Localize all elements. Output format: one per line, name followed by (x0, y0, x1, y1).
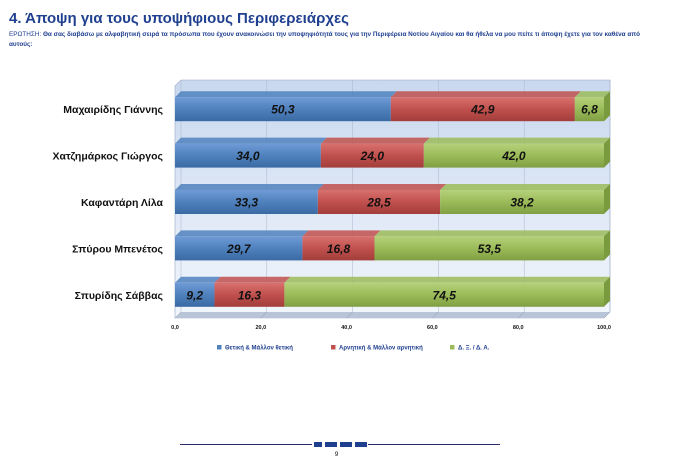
bar-top-face (390, 91, 581, 98)
bar-2-0 (574, 97, 604, 122)
stacked-bar-chart: 50,3 42,9 6,8 34,0 24,0 42,0 33,3 28,5 38,2 29,7 1… (53, 79, 611, 352)
category-label: Καφαντάρη Λίλα (81, 197, 164, 209)
bar-top-face (317, 184, 447, 190)
bar-1-2 (317, 190, 441, 214)
legend-swatch (217, 345, 222, 350)
legend-label: Δ. Ξ. / Δ. Α. (458, 346, 490, 352)
gridline-foot (260, 311, 267, 319)
legend-label: Αρνητική & Μάλλον αρνητική (339, 346, 423, 352)
bar-top-face (320, 137, 430, 144)
plot-floor (175, 312, 610, 318)
category-labels: Μαχαιρίδης Γιάννης Χατζημάρκος Γιώργος Καφ… (53, 104, 164, 302)
bar-value-label: 16,3 (238, 288, 262, 302)
bar-top-face (175, 91, 397, 98)
question-text: Θα σας διαβάσω με αλφαβητική σειρά τα πρ… (9, 31, 641, 48)
legend-swatch (450, 345, 455, 350)
gridline-foot (346, 311, 353, 319)
bar-value-label: 53,5 (478, 242, 502, 256)
bar-value-label: 29,7 (226, 242, 252, 256)
bar-value-label: 24,0 (360, 149, 385, 163)
bar-side-face (604, 137, 610, 168)
bar-top-face (574, 91, 610, 98)
bar-value-label: 6,8 (581, 103, 598, 117)
bar-2-3 (374, 236, 604, 261)
bar-top-face (284, 276, 610, 283)
bar-value-label: 42,0 (501, 149, 526, 163)
bar-value-label: 74,5 (433, 288, 457, 302)
bar-0-2 (175, 190, 318, 214)
bar-top-face (374, 230, 610, 237)
x-tick-label: 60,0 (427, 325, 438, 331)
bar-top-face (175, 137, 327, 144)
page-title: 4. Άποψη για τους υποψήφιους Περιφερειάρ… (9, 10, 349, 27)
bar-1-1 (320, 143, 424, 168)
gridline-foot (432, 311, 439, 319)
bar-2-1 (423, 143, 604, 168)
bar-1-4 (214, 282, 285, 307)
question-label: ΕΡΩΤΗΣΗ: (9, 31, 42, 38)
bar-value-label: 28,5 (366, 196, 391, 210)
bar-value-label: 34,0 (236, 149, 260, 163)
legend-label: Θετική & Μάλλον θετική (225, 346, 293, 352)
bar-value-label: 42,9 (470, 103, 495, 117)
bar-value-label: 9,2 (186, 288, 203, 302)
bar-value-label: 38,2 (510, 196, 534, 210)
category-label: Μαχαιρίδης Γιάννης (63, 104, 163, 116)
x-tick-label: 40,0 (341, 325, 352, 331)
bars-group: 50,3 42,9 6,8 34,0 24,0 42,0 33,3 28,5 38,2 29,7 1… (175, 91, 610, 307)
bar-0-1 (175, 143, 321, 168)
bar-top-face (440, 184, 610, 190)
category-label: Χατζημάρκος Γιώργος (53, 151, 164, 163)
bar-value-label: 33,3 (235, 196, 259, 210)
bar-0-3 (175, 236, 303, 261)
bar-top-face (175, 184, 324, 190)
bar-value-label: 50,3 (271, 103, 295, 117)
bar-top-face (302, 230, 381, 237)
question-text-block: ΕΡΩΤΗΣΗ: Θα σας διαβάσω με αλφαβητική σε… (9, 30, 664, 50)
bar-0-4 (175, 282, 215, 307)
bar-2-4 (284, 282, 604, 307)
bar-top-face (175, 230, 309, 237)
bar-side-face (604, 230, 610, 261)
gridline-foot (174, 311, 182, 319)
bar-side-face (604, 276, 610, 307)
bar-top-face (214, 276, 291, 283)
bar-side-face (604, 184, 610, 214)
x-tick-label: 100,0 (597, 325, 611, 331)
category-label: Σπύρου Μπενέτος (72, 243, 163, 255)
bar-2-2 (440, 190, 604, 214)
x-tick-label: 0,0 (171, 325, 179, 331)
legend-swatch (331, 345, 336, 350)
bar-0-0 (175, 97, 391, 122)
page-number: 9 (334, 451, 339, 458)
bar-top-face (423, 137, 610, 144)
x-tick-label: 20,0 (255, 325, 266, 331)
gridline-foot (603, 311, 611, 319)
bar-side-face (604, 91, 610, 122)
x-axis-ticks: 0,0 20,0 40,0 60,0 80,0 100,0 (171, 325, 611, 331)
legend: Θετική & Μάλλον θετική Αρνητική & Μάλλον … (217, 345, 490, 352)
footer-logo (312, 440, 368, 449)
category-label: Σπυρίδης Σάββας (75, 290, 164, 302)
bar-top-face (175, 276, 221, 283)
bar-1-0 (390, 97, 575, 122)
x-tick-label: 80,0 (513, 325, 524, 331)
bar-1-3 (302, 236, 375, 261)
gridline-foot (518, 311, 525, 319)
bar-value-label: 16,8 (327, 242, 351, 256)
